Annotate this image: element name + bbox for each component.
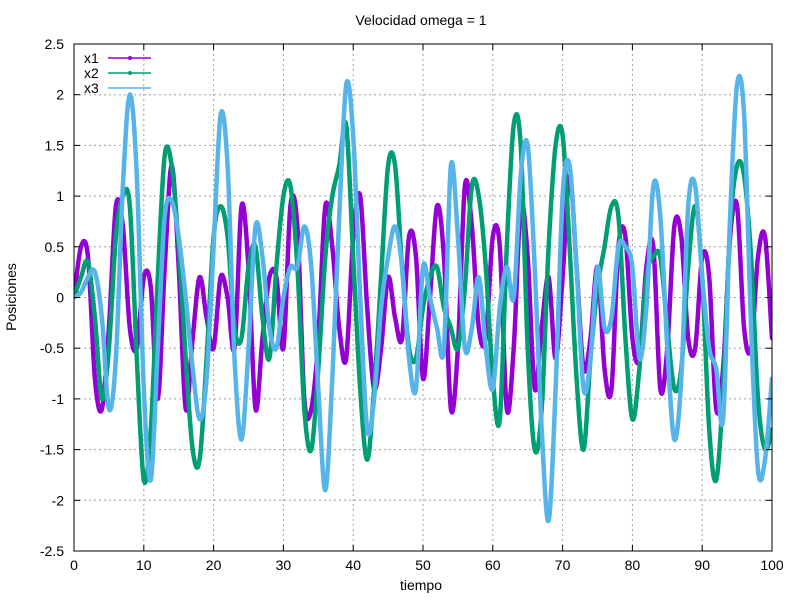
legend-marker-x1 <box>128 56 132 60</box>
y-axis-label: Posiciones <box>3 263 19 331</box>
x-tick-label: 30 <box>276 557 292 573</box>
x-tick-label: 20 <box>206 557 222 573</box>
y-tick-label: 1 <box>56 188 64 204</box>
y-tick-label: -1 <box>52 391 65 407</box>
legend-label-x1: x1 <box>84 50 99 66</box>
y-tick-label: 2 <box>56 87 64 103</box>
x-tick-label: 0 <box>70 557 78 573</box>
series-line-x2 <box>74 112 772 485</box>
y-tick-label: 2.5 <box>45 36 65 52</box>
x-tick-label: 70 <box>555 557 571 573</box>
y-tick-label: -2 <box>52 492 65 508</box>
x-tick-label: 60 <box>485 557 501 573</box>
tick-layer: 0 10 20 30 40 50 60 70 80 90 100 -2.5 -2 -1.5 -1 -0.5 0 0… <box>40 36 784 573</box>
y-tick-label: -2.5 <box>40 543 64 559</box>
series-layer <box>74 73 772 524</box>
y-tick-label: -1.5 <box>40 442 64 458</box>
y-tick-label: -0.5 <box>40 340 64 356</box>
series-line-x1 <box>74 163 772 422</box>
y-tick-label: 0 <box>56 290 64 306</box>
series-line-x3 <box>74 73 772 524</box>
legend-label-x2: x2 <box>84 65 99 81</box>
y-tick-label: 1.5 <box>45 137 65 153</box>
legend-marker-x2 <box>128 71 132 75</box>
legend-label-x3: x3 <box>84 80 99 96</box>
x-tick-label: 80 <box>625 557 641 573</box>
x-tick-label: 100 <box>760 557 784 573</box>
x-axis-label: tiempo <box>400 577 442 593</box>
chart-title: Velocidad omega = 1 <box>355 12 486 28</box>
x-tick-label: 90 <box>694 557 710 573</box>
x-tick-label: 50 <box>415 557 431 573</box>
y-tick-label: 0.5 <box>45 239 65 255</box>
x-tick-label: 40 <box>345 557 361 573</box>
x-tick-label: 10 <box>136 557 152 573</box>
